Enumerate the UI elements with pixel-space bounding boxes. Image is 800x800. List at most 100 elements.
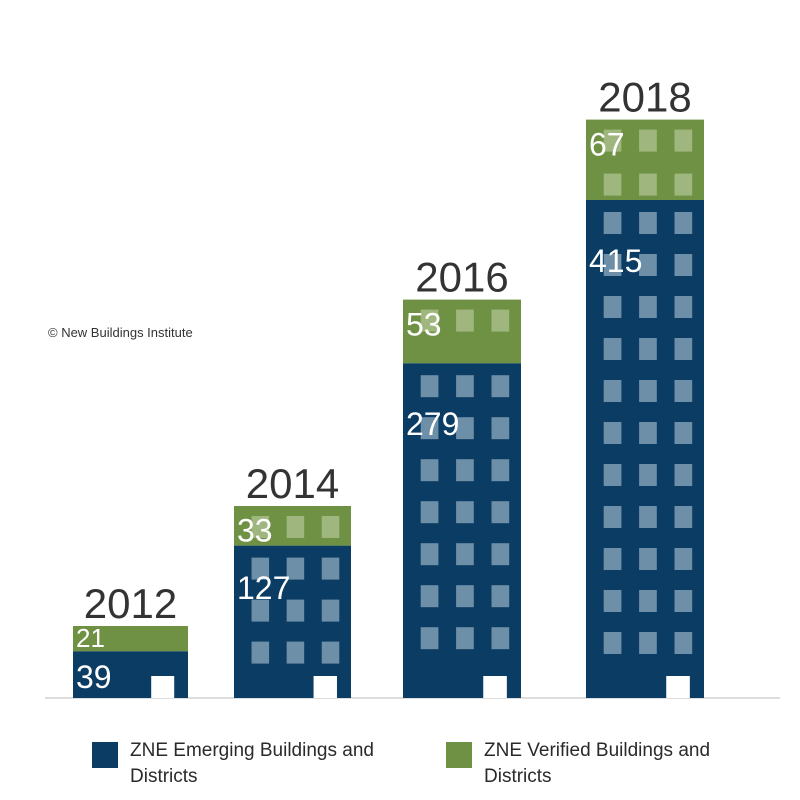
window-blue	[603, 338, 622, 360]
window-blue	[603, 548, 622, 570]
window-blue	[674, 548, 693, 570]
window-blue	[639, 590, 657, 612]
window-blue	[286, 599, 305, 622]
window-blue	[321, 599, 340, 622]
door-2016	[483, 676, 507, 698]
window-blue	[603, 464, 622, 486]
window-blue	[603, 380, 622, 402]
year-label-2014: 2014	[246, 460, 339, 507]
window-blue	[639, 632, 657, 654]
window-blue	[420, 585, 439, 608]
window-blue	[420, 543, 439, 566]
door-2012	[151, 676, 175, 698]
bar-emerging-2018	[586, 200, 704, 698]
window-blue	[491, 417, 510, 440]
window-blue	[639, 506, 657, 528]
window-blue	[321, 641, 340, 664]
window-green	[674, 129, 693, 152]
value-label-emerging-2016: 279	[406, 406, 459, 442]
window-blue	[456, 459, 474, 482]
window-blue	[639, 422, 657, 444]
window-blue	[639, 338, 657, 360]
door-2018	[666, 676, 690, 698]
window-blue	[251, 557, 270, 580]
value-label-emerging-2014: 127	[237, 570, 290, 606]
copyright-note: © New Buildings Institute	[48, 325, 193, 340]
window-blue	[603, 212, 622, 234]
legend: ZNE Emerging Buildings and Districts ZNE…	[0, 738, 800, 798]
window-blue	[286, 557, 305, 580]
window-green	[639, 173, 657, 196]
window-blue	[491, 627, 510, 650]
window-green	[639, 129, 657, 152]
legend-label-emerging: ZNE Emerging Buildings and Districts	[130, 740, 374, 787]
value-label-verified-2018: 67	[589, 127, 625, 163]
window-blue	[491, 375, 510, 398]
window-blue	[251, 641, 270, 664]
window-blue	[420, 501, 439, 524]
window-blue	[639, 254, 657, 276]
window-blue	[603, 254, 622, 276]
window-green	[674, 173, 693, 196]
window-blue	[251, 599, 270, 622]
window-blue	[456, 627, 474, 650]
window-blue	[456, 543, 474, 566]
window-blue	[603, 632, 622, 654]
window-green	[420, 309, 439, 332]
window-blue	[639, 212, 657, 234]
window-blue	[674, 632, 693, 654]
legend-swatch-emerging	[92, 742, 118, 768]
window-blue	[639, 380, 657, 402]
window-blue	[491, 459, 510, 482]
window-blue	[456, 417, 474, 440]
window-green	[456, 309, 474, 332]
window-blue	[603, 590, 622, 612]
year-label-2012: 2012	[84, 580, 177, 627]
legend-label-verified: ZNE Verified Buildings and Districts	[484, 740, 711, 787]
legend-item-verified: ZNE Verified Buildings and Districts	[446, 738, 744, 790]
legend-item-emerging: ZNE Emerging Buildings and Districts	[92, 738, 390, 790]
bar-verified-2012	[73, 626, 188, 652]
window-green	[251, 516, 270, 538]
window-blue	[491, 501, 510, 524]
window-blue	[603, 422, 622, 444]
window-blue	[674, 464, 693, 486]
window-blue	[674, 254, 693, 276]
window-green	[491, 309, 510, 332]
window-blue	[603, 506, 622, 528]
window-blue	[456, 375, 474, 398]
window-blue	[491, 585, 510, 608]
window-blue	[321, 557, 340, 580]
window-blue	[456, 501, 474, 524]
window-green	[321, 516, 340, 538]
window-blue	[674, 338, 693, 360]
value-label-verified-2012: 21	[76, 623, 105, 653]
window-blue	[639, 296, 657, 318]
window-blue	[674, 506, 693, 528]
window-blue	[674, 422, 693, 444]
window-blue	[674, 380, 693, 402]
window-blue	[639, 548, 657, 570]
window-blue	[674, 212, 693, 234]
window-green	[603, 173, 622, 196]
window-blue	[420, 627, 439, 650]
window-blue	[639, 464, 657, 486]
window-blue	[674, 296, 693, 318]
value-label-emerging-2018: 415	[589, 243, 642, 279]
window-blue	[603, 296, 622, 318]
window-green	[286, 516, 305, 538]
value-label-emerging-2012: 39	[76, 659, 112, 695]
window-blue	[420, 375, 439, 398]
window-blue	[420, 459, 439, 482]
window-blue	[674, 590, 693, 612]
door-2014	[313, 676, 337, 698]
window-blue	[491, 543, 510, 566]
value-label-verified-2014: 33	[237, 513, 273, 549]
window-blue	[286, 641, 305, 664]
window-green	[603, 129, 622, 152]
year-label-2018: 2018	[598, 74, 691, 121]
value-label-verified-2016: 53	[406, 307, 442, 343]
legend-swatch-verified	[446, 742, 472, 768]
window-blue	[420, 417, 439, 440]
